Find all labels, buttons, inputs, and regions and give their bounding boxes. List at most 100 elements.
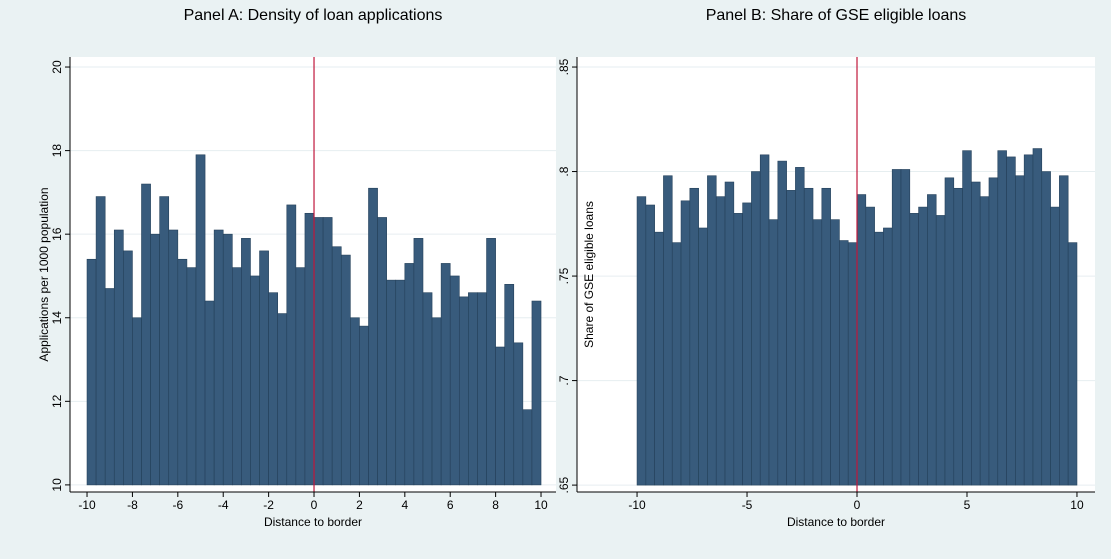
bar [113,229,124,486]
bar [395,279,406,486]
bar [404,263,415,486]
bar [751,171,761,486]
bar [522,409,533,486]
x-tick-label: -10 [628,498,646,512]
bar [186,267,197,486]
bar [86,258,97,486]
bar [698,227,708,486]
bar [1006,156,1016,486]
x-tick-label: 8 [492,498,499,512]
bar [1067,242,1078,486]
y-tick-label: 10 [50,478,64,492]
y-axis-title: Applications per 1000 population [37,187,51,361]
bar [971,181,981,486]
bar [742,202,752,486]
bar [1023,154,1034,486]
chart-title: Panel B: Share of GSE eligible loans [706,7,967,24]
bar [689,187,699,486]
bar [953,187,963,486]
bar [715,196,726,486]
bar [707,175,717,486]
bar [286,204,297,486]
bar [150,233,160,486]
x-tick-label: -6 [172,498,183,512]
x-axis-title: Distance to border [264,515,362,529]
bar [232,267,242,486]
y-axis-title: Share of GSE eligible loans [582,201,596,348]
bar [1032,148,1043,486]
y-tick-label: 20 [50,60,64,74]
bar [935,215,946,486]
bar [331,246,342,486]
bar [413,238,424,486]
y-tick-label: 14 [50,311,64,325]
bar [222,233,233,486]
bar [883,227,893,486]
bar [440,263,451,486]
bar [295,267,306,486]
y-tick-label: .7 [557,375,571,385]
y-tick-label: .8 [557,166,571,176]
bar [847,242,858,486]
x-tick-label: -8 [127,498,138,512]
bar [340,254,351,486]
bar [350,317,360,486]
bar [313,217,324,486]
x-tick-label: -4 [218,498,229,512]
bar [839,240,849,486]
bar [449,275,460,486]
bar [368,187,378,486]
bar [468,292,478,486]
bar [768,219,779,486]
bar [856,194,867,486]
bar [204,300,215,486]
bar [513,342,524,486]
bar [645,204,655,486]
y-tick-label: .85 [557,58,571,75]
x-tick-label: 4 [401,498,408,512]
chart-title: Panel A: Density of loan applications [184,7,443,24]
bar [900,169,911,486]
bar [944,177,955,486]
bar [159,196,170,486]
bar [95,196,106,486]
x-tick-label: 2 [356,498,363,512]
bar [874,231,884,486]
bar [132,317,142,486]
bar [909,213,919,486]
bar [891,169,902,486]
bar [979,196,990,486]
x-tick-label: 0 [311,498,318,512]
bar [803,187,814,486]
bar [1015,175,1025,486]
bar [486,238,496,486]
bar [759,154,770,486]
y-tick-label: 12 [50,394,64,408]
bar [386,279,397,486]
bar [733,213,743,486]
bar [812,219,823,486]
bar [927,194,937,486]
x-tick-label: -10 [78,498,96,512]
bar [458,296,469,486]
x-tick-label: 6 [447,498,454,512]
bar [241,238,251,486]
bar [1050,206,1060,486]
bar [663,175,673,486]
bar [277,313,288,486]
bar [422,292,433,486]
x-tick-label: 0 [854,498,861,512]
bar [104,288,115,486]
bar [830,219,840,486]
x-axis-title: Distance to border [787,515,885,529]
bar [636,196,647,486]
bar [531,300,542,486]
x-tick-label: -5 [742,498,753,512]
bar [168,229,179,486]
bar [654,231,664,486]
bar [304,212,315,486]
bar [259,250,269,486]
bar [997,150,1007,486]
bar [1059,175,1069,486]
bar [495,346,505,486]
